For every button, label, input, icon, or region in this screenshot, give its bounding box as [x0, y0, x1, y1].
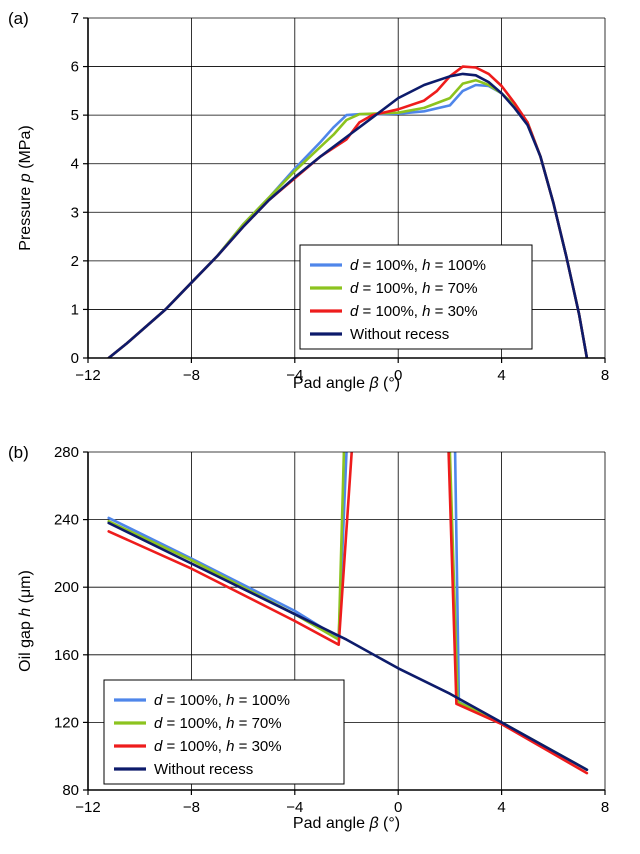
chart-panel-a: −12 −8 −4 0 4 8 0 1 2 3 4 5 6 7 (a) Pad angle β (°) Pres… — [8, 9, 609, 392]
y-axis-label: Oil gap h (μm) — [17, 570, 34, 672]
y-tick-label: 1 — [71, 301, 79, 318]
label-part: = 70% — [430, 280, 477, 297]
label-part: (°) — [379, 375, 401, 392]
y-tick-label: 2 — [71, 253, 79, 270]
label-part: = 100%, — [162, 715, 226, 732]
x-tick-label: 0 — [394, 367, 402, 384]
label-part: h — [226, 692, 234, 709]
x-tick-label: 8 — [601, 367, 609, 384]
legend-entry-4: Without recess — [154, 761, 253, 778]
y-tick-label: 80 — [62, 782, 79, 799]
label-part: Without recess — [350, 326, 449, 343]
label-part: Pad angle — [293, 815, 370, 832]
panel-label: (a) — [8, 9, 29, 28]
label-part: (MPa) — [17, 125, 34, 173]
y-tick-label: 120 — [54, 714, 79, 731]
y-tick-label: 160 — [54, 647, 79, 664]
x-axis-label: Pad angle β (°) — [293, 815, 400, 832]
label-part: = 100% — [234, 692, 289, 709]
legend-entry-4: Without recess — [350, 326, 449, 343]
panel-label: (b) — [8, 443, 29, 462]
legend-entry-2: d = 100%, h = 70% — [350, 280, 478, 297]
chart-panel-b: −12 −8 −4 0 4 8 80 120 160 200 240 280 (b) Pad angle … — [8, 443, 609, 832]
y-tick-label: 5 — [71, 107, 79, 124]
label-part: = 100%, — [162, 738, 226, 755]
x-tick-label: 4 — [497, 367, 505, 384]
label-part: = 30% — [234, 738, 281, 755]
label-part: h — [17, 608, 34, 617]
x-tick-label: 4 — [497, 799, 505, 816]
y-tick-label: 200 — [54, 579, 79, 596]
label-part: = 30% — [430, 303, 477, 320]
legend-box — [299, 244, 533, 350]
series-line-3 — [107, 452, 589, 775]
legend-entry-2: d = 100%, h = 70% — [154, 715, 282, 732]
label-part: h — [226, 715, 234, 732]
label-part: = 70% — [234, 715, 281, 732]
legend-entry-3: d = 100%, h = 30% — [350, 303, 478, 320]
x-tick-label: −8 — [183, 799, 200, 816]
x-axis-label: Pad angle β (°) — [293, 375, 400, 392]
x-tick-label: −12 — [75, 367, 100, 384]
label-part: = 100%, — [162, 692, 226, 709]
label-part: Pressure — [17, 182, 34, 250]
legend-entry-1: d = 100%, h = 100% — [350, 257, 486, 274]
x-tick-label: −4 — [286, 367, 303, 384]
x-tick-label: −4 — [286, 799, 303, 816]
label-part: (°) — [379, 815, 401, 832]
x-tick-label: −12 — [75, 799, 100, 816]
series-line-4 — [107, 72, 589, 358]
label-part: h — [422, 280, 430, 297]
label-part: β — [368, 375, 378, 392]
label-part: = 100%, — [358, 303, 422, 320]
series-group — [107, 452, 589, 775]
label-part: Without recess — [154, 761, 253, 778]
series-group — [107, 65, 589, 358]
label-part: d — [350, 280, 359, 297]
x-tick-label: 8 — [601, 799, 609, 816]
x-tick-label: −8 — [183, 367, 200, 384]
label-part: d — [350, 257, 359, 274]
legend: d = 100%, h = 100%d = 100%, h = 70%d = 1… — [299, 244, 533, 350]
legend-entry-1: d = 100%, h = 100% — [154, 692, 290, 709]
y-tick-label: 6 — [71, 59, 79, 76]
y-tick-label: 3 — [71, 204, 79, 221]
label-part: d — [154, 692, 163, 709]
label-part: Oil gap — [17, 617, 34, 672]
label-part: (μm) — [17, 570, 34, 608]
label-part: h — [226, 738, 234, 755]
label-part: d — [350, 303, 359, 320]
label-part: d — [154, 738, 163, 755]
y-tick-label: 7 — [71, 10, 79, 27]
label-part: = 100% — [430, 257, 485, 274]
y-tick-label: 4 — [71, 156, 79, 173]
legend-box — [103, 679, 345, 785]
label-part: d — [154, 715, 163, 732]
label-part: h — [422, 257, 430, 274]
series-line-4 — [107, 521, 589, 771]
label-part: β — [368, 815, 378, 832]
label-part: = 100%, — [358, 280, 422, 297]
legend-entry-3: d = 100%, h = 30% — [154, 738, 282, 755]
legend: d = 100%, h = 100%d = 100%, h = 70%d = 1… — [103, 679, 345, 785]
y-tick-label: 280 — [54, 444, 79, 461]
label-part: h — [422, 303, 430, 320]
label-part: p — [17, 173, 34, 183]
y-axis-label: Pressure p (MPa) — [17, 125, 34, 250]
x-tick-label: 0 — [394, 799, 402, 816]
y-tick-label: 240 — [54, 512, 79, 529]
label-part: Pad angle — [293, 375, 370, 392]
label-part: = 100%, — [358, 257, 422, 274]
y-tick-label: 0 — [71, 350, 79, 367]
